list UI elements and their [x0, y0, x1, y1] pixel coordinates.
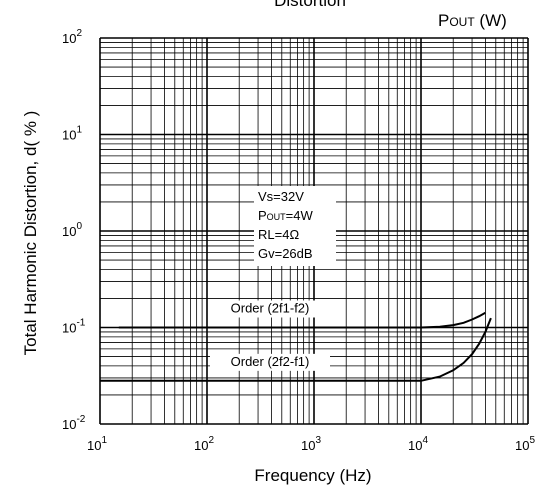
condition-line: POUT=4W — [258, 208, 313, 223]
series-label-2: Order (2f2-f1) — [231, 354, 310, 369]
condition-line: Vs=32V — [258, 189, 304, 204]
x-tick-label: 104 — [408, 435, 428, 453]
y-axis-label: Total Harmonic Distortion, d( % ) — [21, 111, 40, 356]
y-tick-label: 10-1 — [62, 318, 86, 336]
series-group — [100, 311, 492, 382]
condition-line: RL=4Ω — [258, 227, 299, 242]
x-tick-label: 101 — [87, 435, 107, 453]
y-tick-label: 102 — [62, 28, 82, 46]
series-line-2 — [100, 317, 492, 382]
series-label-bg — [210, 300, 330, 318]
pout-label-sub: OUT — [449, 15, 475, 29]
tick-labels: 101 102 103 104 105 10-2 10-1 100 101 102 — [62, 28, 535, 453]
y-tick-label: 101 — [62, 125, 82, 143]
y-tick-label: 100 — [62, 221, 82, 239]
x-tick-label: 103 — [301, 435, 321, 453]
x-axis-label: Frequency (Hz) — [254, 466, 371, 485]
pout-label-main: P — [438, 11, 449, 30]
chart-title: Distortion — [274, 0, 346, 10]
y-tick-label: 10-2 — [62, 414, 86, 432]
x-tick-label: 105 — [515, 435, 535, 453]
x-tick-label: 102 — [194, 435, 214, 453]
annotations: Order (2f1-f2) Order (2f2-f1) Vs=32V POUT=4… — [210, 186, 336, 371]
pout-label-unit: (W) — [475, 11, 507, 30]
conditions-box — [254, 186, 336, 266]
pout-label: POUT (W) — [438, 11, 507, 30]
condition-line: Gv=26dB — [258, 246, 313, 261]
series-label-bg — [210, 353, 330, 371]
series-label-1: Order (2f1-f2) — [231, 301, 310, 316]
series-line-1 — [118, 311, 486, 329]
